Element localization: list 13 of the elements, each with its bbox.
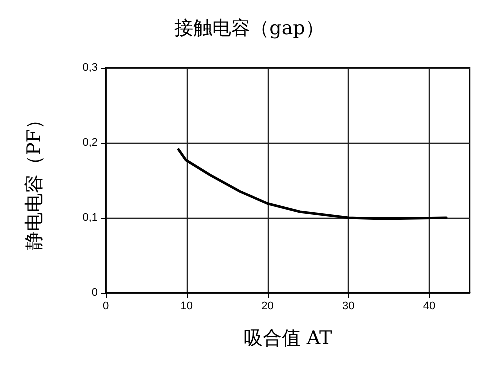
y-tick-label: 0,2 <box>82 137 98 149</box>
y-axis-title: 静电电容（PF） <box>24 110 46 250</box>
x-tick-label: 10 <box>180 300 194 312</box>
x-tick-label: 0 <box>102 300 110 312</box>
y-tick-label: 0,1 <box>82 212 98 224</box>
chart-title: 接触电容（gap） <box>174 18 324 40</box>
x-axis-title: 吸合值 AT <box>244 328 333 350</box>
x-tick-label: 40 <box>423 300 436 312</box>
x-tick-label: 20 <box>262 300 274 312</box>
y-tick-label: 0,3 <box>82 62 98 74</box>
x-tick-label: 30 <box>342 300 355 312</box>
line-series <box>178 148 448 220</box>
y-tick-label: 0 <box>92 287 98 299</box>
